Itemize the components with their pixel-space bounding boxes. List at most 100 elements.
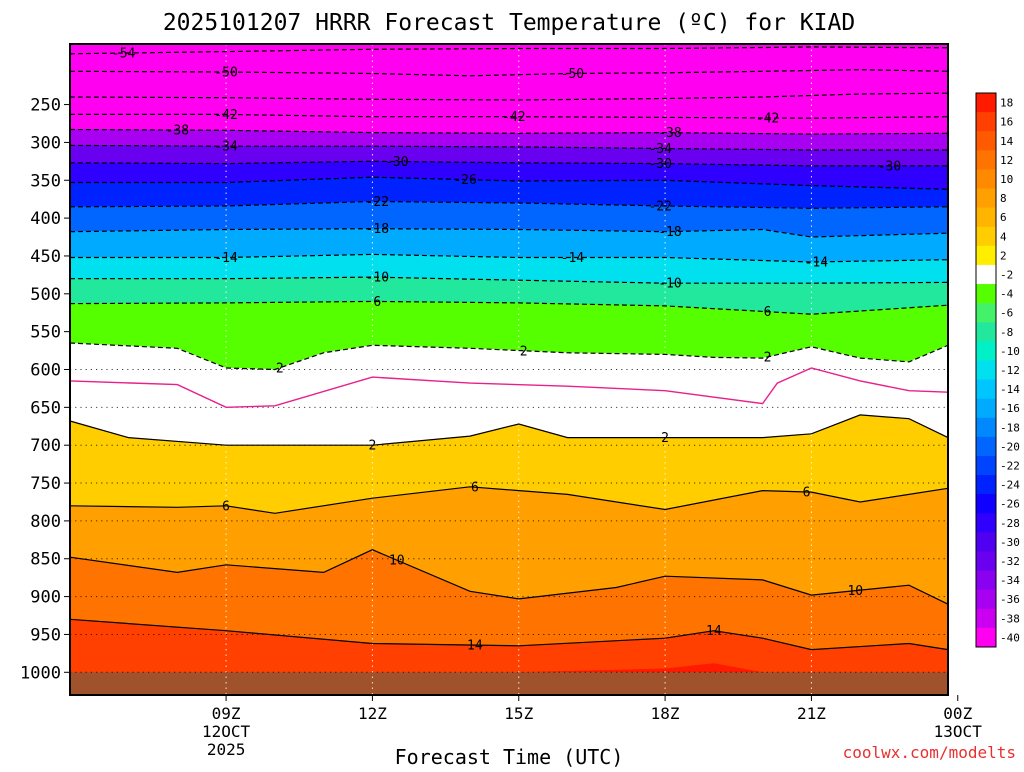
colorbar-label: 12 <box>1000 154 1013 167</box>
colorbar-label: -20 <box>1000 440 1020 453</box>
isotherm-label: -42 <box>214 108 237 123</box>
isotherm--54 <box>69 46 949 55</box>
colorbar-label: -12 <box>1000 364 1020 377</box>
colorbar-swatch <box>976 322 996 342</box>
isotherm-label: -10 <box>658 277 681 292</box>
colorbar-label: 14 <box>1000 135 1014 148</box>
x-axis-label: Forecast Time (UTC) <box>395 745 624 768</box>
isotherm-label: 6 <box>222 499 230 514</box>
colorbar-label: -30 <box>1000 536 1020 549</box>
isotherm-label: -18 <box>658 225 681 240</box>
colorbar-label: -32 <box>1000 555 1020 568</box>
x-tick-label: 12Z <box>358 704 387 723</box>
colorbar-label: -28 <box>1000 517 1020 530</box>
x-tick-label: 15Z <box>504 704 533 723</box>
colorbar-label: -26 <box>1000 498 1020 511</box>
isotherm-label: -22 <box>648 199 671 214</box>
colorbar-frame <box>975 92 997 648</box>
colorbar-label: 16 <box>1000 116 1013 129</box>
x-tick-label: 09Z <box>212 704 241 723</box>
isotherm--22 <box>69 200 949 209</box>
x-tick-label: 21Z <box>797 704 826 723</box>
y-tick-label: 900 <box>30 588 61 608</box>
isotherm--34 <box>69 144 948 151</box>
isotherm-label: -50 <box>214 66 237 81</box>
isotherm--46 <box>69 92 949 101</box>
isotherm-contours: -54-50 -50-42 -42 -42-38 -38-34 -34-30 -30 -30-… <box>69 46 949 654</box>
colorbar-label: -24 <box>1000 479 1020 492</box>
colorbar-label: -10 <box>1000 345 1020 358</box>
x-tick-label: 13OCT <box>934 722 983 741</box>
colorbar-swatch <box>976 169 996 190</box>
colorbar-swatch <box>976 475 996 495</box>
isotherm-2 <box>69 414 949 446</box>
isotherm-label: -50 <box>561 67 584 82</box>
colorbar-label: 10 <box>1000 173 1013 186</box>
isotherm-14 <box>69 618 949 651</box>
y-tick-label: 500 <box>30 285 61 305</box>
isotherm-label: -38 <box>658 126 681 141</box>
colorbar-swatch <box>976 398 996 419</box>
y-tick-label: 450 <box>30 247 61 267</box>
isotherm-label: 6 <box>803 485 811 500</box>
isotherm-label: 6 <box>764 305 772 320</box>
chart-title: 2025101207 HRRR Forecast Temperature (ºC… <box>163 10 855 36</box>
isotherm--50 <box>69 69 949 77</box>
colorbar-swatch <box>976 284 996 304</box>
y-tick-label: 1000 <box>20 663 61 683</box>
colorbar-swatch <box>976 226 996 247</box>
isotherm--6 <box>69 300 949 315</box>
y-tick-label: 800 <box>30 512 61 532</box>
isotherm-label: 2 <box>661 431 669 446</box>
colorbar-label: 18 <box>1000 97 1013 110</box>
isotherm-label: -30 <box>878 159 901 174</box>
colorbar-swatch <box>976 245 996 266</box>
colorbar-swatch <box>976 589 996 610</box>
colorbar-label: -6 <box>1000 307 1013 320</box>
colorbar-label: 8 <box>1000 192 1007 205</box>
isotherm-label: -42 <box>502 110 525 125</box>
colorbar-swatch <box>976 112 996 132</box>
colorbar-swatch <box>976 455 996 476</box>
isotherm-label: -14 <box>805 255 829 270</box>
isotherm-label: -42 <box>756 111 779 126</box>
colorbar-swatch <box>976 436 996 457</box>
colorbar-label: 2 <box>1000 249 1007 262</box>
isotherm-label: -18 <box>366 222 389 237</box>
temp-band-warm-core <box>518 663 763 673</box>
isotherm-label: -14 <box>561 251 585 266</box>
isotherm-label: 2 <box>369 439 377 454</box>
isotherm-10 <box>69 549 949 605</box>
isotherm-label: -26 <box>453 173 476 188</box>
isotherm--26 <box>70 176 949 190</box>
isotherm--10 <box>70 276 949 284</box>
y-tick-label: 350 <box>30 171 61 191</box>
colorbar-label: -36 <box>1000 593 1020 606</box>
colorbar-swatch <box>976 570 996 591</box>
isotherm-label: 10 <box>389 554 405 569</box>
colorbar-swatch <box>976 131 996 151</box>
isotherm-label: -38 <box>166 124 189 139</box>
freezing-line <box>69 367 949 409</box>
isotherm--2 <box>69 342 949 371</box>
y-tick-label: 400 <box>30 209 61 229</box>
colorbar-swatch <box>976 264 996 285</box>
x-tick-label: 18Z <box>651 704 680 723</box>
colorbar-swatch <box>976 360 996 381</box>
y-tick-label: 600 <box>30 361 61 381</box>
y-tick-label: 750 <box>30 474 61 494</box>
isotherm--18 <box>69 228 949 238</box>
colorbar-label: -38 <box>1000 612 1020 625</box>
colorbar-swatch <box>976 532 996 552</box>
colorbar-label: -8 <box>1000 326 1013 339</box>
isotherm-label: 2 <box>520 344 528 359</box>
x-tick-label: 00Z <box>943 704 972 723</box>
isotherm-label: 2 <box>276 361 284 376</box>
x-tick-label: 12OCT <box>202 722 251 741</box>
attribution-link[interactable]: coolwx.com/modelts <box>843 743 1016 762</box>
y-tick-label: 300 <box>30 133 61 153</box>
isotherm--30 <box>69 160 948 167</box>
isotherm-label: -30 <box>385 155 408 170</box>
y-tick-label: 700 <box>30 436 61 456</box>
colorbar-label: -34 <box>1000 574 1020 587</box>
